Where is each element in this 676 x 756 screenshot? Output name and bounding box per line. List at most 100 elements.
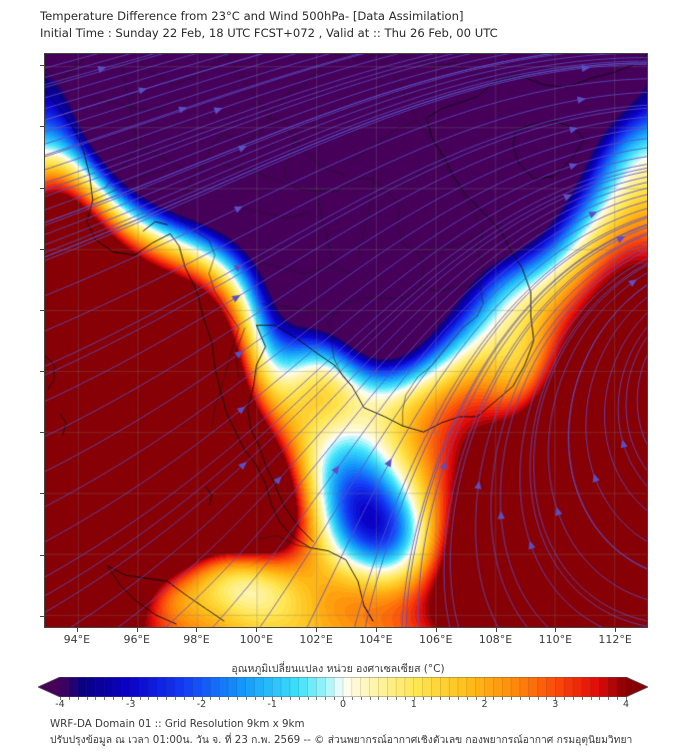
colorbar-minor-tick bbox=[245, 697, 247, 700]
x-axis-tick-label: 98°E bbox=[183, 633, 210, 646]
y-axis-tick-mark bbox=[40, 371, 44, 373]
colorbar-minor-tick bbox=[404, 697, 406, 700]
colorbar-tick-label: -3 bbox=[126, 699, 136, 710]
colorbar-minor-tick bbox=[519, 697, 521, 700]
colorbar-minor-tick bbox=[396, 697, 398, 700]
colorbar-tick-label: -1 bbox=[267, 699, 277, 710]
x-axis-tick-mark bbox=[256, 628, 258, 632]
colorbar-minor-tick bbox=[236, 697, 238, 700]
x-axis-tick-label: 100°E bbox=[239, 633, 274, 646]
colorbar-gradient bbox=[38, 677, 648, 697]
footer-line-1: WRF-DA Domain 01 :: Grid Resolution 9km … bbox=[50, 718, 305, 730]
colorbar-minor-tick bbox=[360, 697, 362, 700]
colorbar-minor-tick bbox=[422, 697, 424, 700]
colorbar-minor-tick bbox=[130, 697, 132, 700]
colorbar-minor-tick bbox=[210, 697, 212, 700]
colorbar-minor-tick bbox=[387, 697, 389, 700]
x-axis-tick-mark bbox=[435, 628, 437, 632]
x-axis-tick-mark bbox=[555, 628, 557, 632]
x-axis-tick-label: 106°E bbox=[418, 633, 453, 646]
colorbar-tick-label: 3 bbox=[552, 699, 559, 710]
colorbar-minor-tick bbox=[617, 697, 619, 700]
title-line-2: Initial Time : Sunday 22 Feb, 18 UTC FCS… bbox=[40, 26, 498, 40]
colorbar-minor-tick bbox=[281, 697, 283, 700]
colorbar-minor-tick bbox=[139, 697, 141, 700]
colorbar[interactable] bbox=[38, 677, 648, 697]
colorbar-minor-tick bbox=[440, 697, 442, 700]
colorbar-minor-tick bbox=[334, 697, 336, 700]
colorbar-minor-tick bbox=[555, 697, 557, 700]
colorbar-minor-tick bbox=[307, 697, 309, 700]
map-plot-area[interactable] bbox=[44, 53, 648, 628]
colorbar-tick-label: 2 bbox=[481, 699, 488, 710]
colorbar-minor-tick bbox=[272, 697, 274, 700]
x-axis-tick-label: 96°E bbox=[123, 633, 150, 646]
chart-title-block: Temperature Difference from 23°C and Win… bbox=[40, 8, 640, 42]
x-axis-tick-mark bbox=[136, 628, 138, 632]
x-axis-tick-label: 108°E bbox=[478, 633, 513, 646]
x-axis-tick-label: 94°E bbox=[63, 633, 91, 646]
colorbar-minor-tick bbox=[343, 697, 344, 700]
colorbar-minor-tick bbox=[157, 697, 159, 700]
y-axis-tick-mark bbox=[40, 309, 44, 311]
colorbar-minor-tick bbox=[219, 697, 221, 700]
x-axis-tick-mark bbox=[316, 628, 318, 632]
y-axis-tick-mark bbox=[40, 187, 44, 189]
colorbar-minor-tick bbox=[68, 697, 70, 700]
colorbar-tick-label: 4 bbox=[622, 699, 630, 710]
x-axis-tick-label: 102°E bbox=[299, 633, 333, 646]
colorbar-minor-tick bbox=[528, 697, 530, 700]
colorbar-tick-label: 0 bbox=[339, 699, 347, 710]
title-line-1: Temperature Difference from 23°C and Win… bbox=[40, 9, 464, 23]
colorbar-block: อุณหภูมิเปลี่ยนแปลง หน่วย องศาเซลเซียส (… bbox=[0, 660, 676, 710]
colorbar-minor-tick bbox=[590, 697, 592, 700]
colorbar-minor-tick bbox=[369, 697, 371, 700]
temperature-difference-heatmap bbox=[45, 54, 647, 627]
colorbar-minor-tick bbox=[466, 697, 468, 700]
colorbar-minor-tick bbox=[174, 697, 176, 700]
colorbar-minor-tick bbox=[502, 697, 504, 700]
colorbar-minor-tick bbox=[449, 697, 451, 700]
x-axis-tick-mark bbox=[615, 628, 617, 632]
colorbar-minor-tick bbox=[378, 697, 380, 700]
y-axis-tick-mark bbox=[40, 126, 44, 128]
y-axis-tick-mark bbox=[40, 493, 44, 495]
colorbar-minor-tick bbox=[289, 697, 291, 700]
x-axis-tick-mark bbox=[196, 628, 198, 632]
colorbar-minor-tick bbox=[60, 697, 61, 700]
colorbar-minor-tick bbox=[166, 697, 168, 700]
colorbar-minor-tick bbox=[493, 697, 495, 700]
colorbar-minor-tick bbox=[254, 697, 256, 700]
colorbar-minor-tick bbox=[537, 697, 539, 700]
colorbar-minor-tick bbox=[564, 697, 566, 700]
colorbar-minor-tick bbox=[77, 697, 79, 700]
colorbar-minor-tick bbox=[599, 697, 601, 700]
x-axis-tick-label: 112°E bbox=[598, 633, 632, 646]
x-axis-tick-label: 104°E bbox=[359, 633, 393, 646]
colorbar-minor-tick bbox=[475, 697, 477, 700]
colorbar-minor-tick bbox=[95, 697, 97, 700]
colorbar-minor-tick bbox=[546, 697, 548, 700]
colorbar-tick-label: 1 bbox=[410, 699, 417, 710]
colorbar-minor-tick bbox=[228, 697, 230, 700]
x-axis-tick-label: 110°E bbox=[538, 633, 573, 646]
colorbar-tick-label: -4 bbox=[55, 699, 65, 710]
x-axis-tick-mark bbox=[76, 628, 78, 632]
colorbar-minor-tick bbox=[148, 697, 150, 700]
colorbar-minor-tick bbox=[183, 697, 185, 700]
colorbar-minor-tick bbox=[413, 697, 415, 700]
colorbar-title: อุณหภูมิเปลี่ยนแปลง หน่วย องศาเซลเซียส (… bbox=[231, 663, 445, 675]
colorbar-minor-tick bbox=[608, 697, 610, 700]
colorbar-minor-tick bbox=[121, 697, 123, 700]
colorbar-minor-tick bbox=[316, 697, 318, 700]
footer-line-2: ปรับปรุงข้อมูล ณ เวลา 01:00น. วัน จ. ที่… bbox=[50, 734, 633, 746]
x-axis-tick-mark bbox=[375, 628, 377, 632]
colorbar-minor-tick bbox=[325, 697, 327, 700]
colorbar-minor-tick bbox=[511, 697, 513, 700]
colorbar-minor-tick bbox=[192, 697, 194, 700]
colorbar-minor-tick bbox=[263, 697, 265, 700]
colorbar-minor-tick bbox=[113, 697, 115, 700]
y-axis-tick-mark bbox=[40, 248, 44, 250]
colorbar-minor-tick bbox=[201, 697, 203, 700]
y-axis-tick-mark bbox=[40, 615, 44, 617]
